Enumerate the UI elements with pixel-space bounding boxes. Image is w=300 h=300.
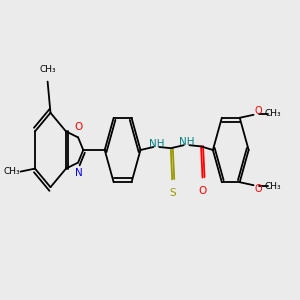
Text: O: O [198, 186, 207, 196]
Text: N: N [75, 168, 83, 178]
Text: O: O [74, 122, 83, 132]
Text: S: S [169, 188, 175, 198]
Text: CH₃: CH₃ [265, 182, 281, 191]
Text: O: O [254, 184, 262, 194]
Text: NH: NH [179, 137, 195, 147]
Text: CH₃: CH₃ [4, 167, 20, 176]
Text: CH₃: CH₃ [265, 109, 281, 118]
Text: O: O [254, 106, 262, 116]
Text: CH₃: CH₃ [39, 65, 56, 74]
Text: NH: NH [149, 139, 165, 149]
